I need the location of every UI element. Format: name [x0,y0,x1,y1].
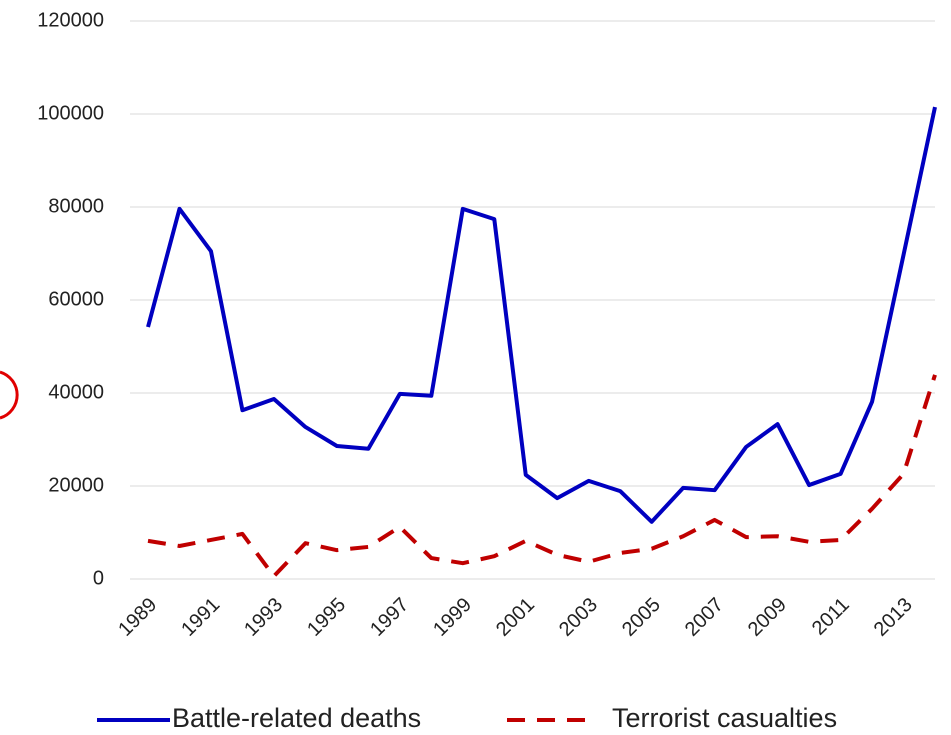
x-tick-label: 1997 [366,594,413,641]
x-tick-label: 2003 [555,594,602,641]
x-tick-label: 2007 [681,594,728,641]
legend-label: Battle-related deaths [172,703,421,733]
x-tick-label: 1999 [429,594,476,641]
x-tick-label: 2013 [870,594,917,641]
x-tick-label: 1993 [240,594,287,641]
x-tick-label: 1991 [177,594,224,641]
y-tick-label: 100000 [37,102,104,124]
x-tick-label: 2011 [808,594,854,640]
y-tick-label: 60000 [48,288,104,310]
series-line [146,106,937,524]
x-tick-label: 2009 [744,594,791,641]
x-tick-label: 2005 [618,594,665,641]
y-tick-label: 0 [93,567,104,589]
y-tick-label: 80000 [48,195,104,217]
x-tick-label: 2001 [492,594,539,641]
series-line [147,374,937,579]
y-tick-label: 40000 [48,381,104,403]
y-tick-label: 20000 [48,474,104,496]
decoration-arc [0,370,19,420]
y-tick-label: 120000 [37,9,104,31]
x-tick-label: 1989 [114,594,161,641]
x-tick-label: 1995 [303,594,350,641]
legend-label: Terrorist casualties [612,703,837,733]
